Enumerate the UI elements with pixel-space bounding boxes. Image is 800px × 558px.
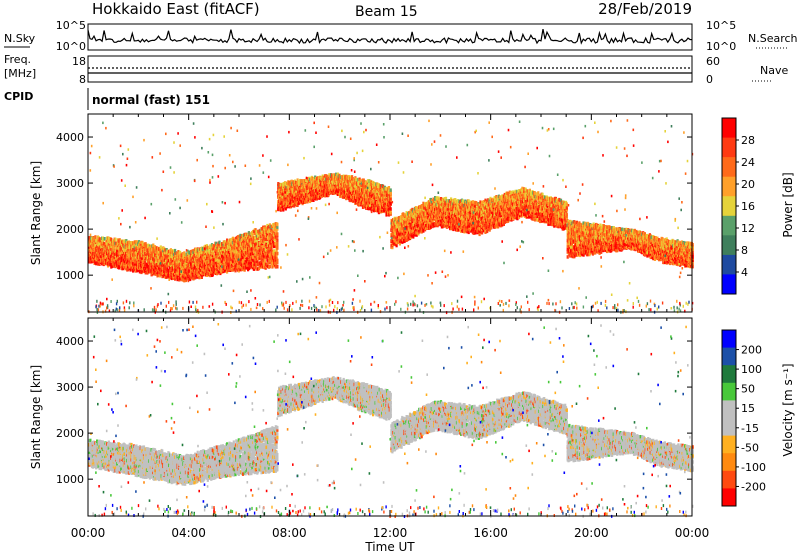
- cpid-label: CPID: [4, 90, 33, 103]
- freq-label: Freq.: [4, 53, 31, 66]
- freq-unit-label: [MHz]: [4, 67, 36, 80]
- nsearch-label: N.Search: [748, 32, 798, 45]
- nave-tick-bottom: 0: [706, 73, 713, 86]
- data-cell: [390, 207, 392, 211]
- beam-label: Beam 15: [355, 4, 418, 20]
- data-cell: [390, 188, 392, 192]
- cpid-value: normal (fast) 151: [92, 93, 210, 107]
- noise-tick-top-right: 10^5: [706, 19, 736, 32]
- data-cell: [276, 232, 278, 236]
- data-cell: [276, 223, 278, 227]
- data-cell: [276, 252, 278, 256]
- data-cell: [276, 238, 278, 242]
- noise-tick-top-left: 10^5: [56, 19, 86, 32]
- nave-tick-top: 60: [706, 55, 720, 68]
- station-title: Hokkaido East (fitACF): [92, 0, 260, 18]
- data-cell: [276, 259, 278, 263]
- data-cell: [276, 265, 278, 269]
- data-cell: [390, 197, 392, 201]
- noise-trace: [88, 29, 692, 43]
- power-heatmap: [88, 119, 694, 314]
- data-cell: [276, 245, 278, 249]
- nsky-label: N.Sky: [4, 32, 36, 45]
- data-cell: [390, 202, 392, 206]
- data-cell: [114, 238, 116, 242]
- nave-label: Nave: [760, 64, 788, 77]
- noise-panel-frame: [88, 24, 692, 50]
- freq-tick-bottom: 8: [79, 73, 86, 86]
- data-cell: [396, 244, 398, 248]
- data-cell: [390, 211, 392, 215]
- freq-tick-top: 18: [72, 55, 86, 68]
- noise-tick-bottom-left: 10^0: [56, 40, 86, 53]
- freq-panel-frame: [88, 56, 692, 82]
- data-cell: [94, 235, 96, 239]
- data-cell: [269, 265, 271, 269]
- noise-tick-bottom-right: 10^0: [706, 40, 736, 53]
- date-label: 28/Feb/2019: [598, 0, 692, 18]
